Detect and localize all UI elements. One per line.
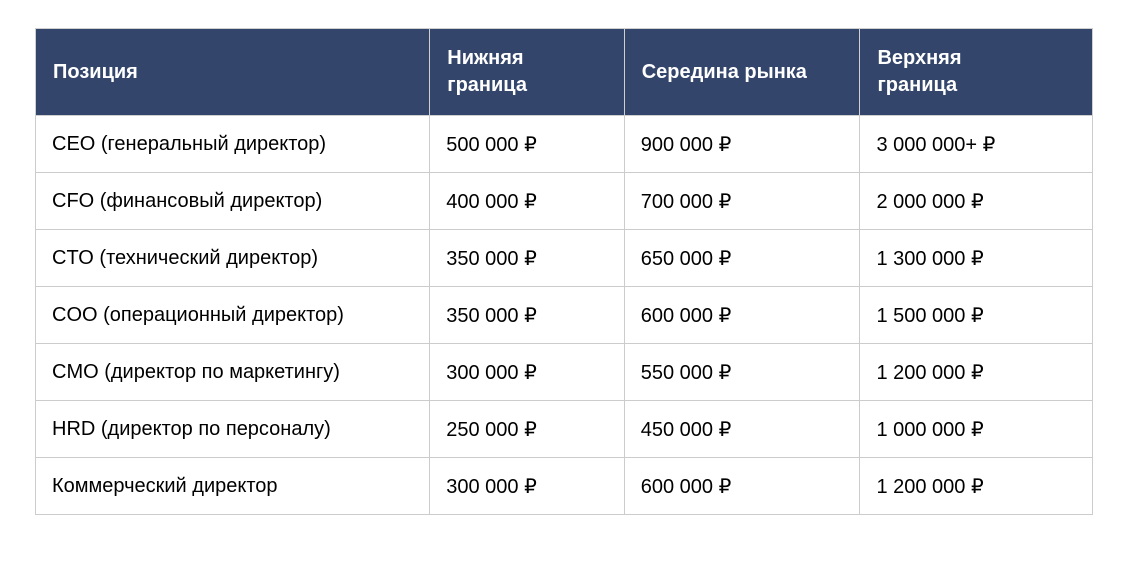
table-row: CEO (генеральный директор) 500 000 ₽ 900… xyxy=(34,115,1093,173)
table-row: HRD (директор по персоналу) 250 000 ₽ 45… xyxy=(34,400,1093,458)
mid-market-cell: 600 000 ₽ xyxy=(623,286,861,344)
column-header-upper-bound: Верхняя граница xyxy=(859,28,1093,116)
position-cell: CFO (финансовый директор) xyxy=(34,172,431,230)
lower-bound-cell: 400 000 ₽ xyxy=(429,172,625,230)
upper-bound-cell: 1 300 000 ₽ xyxy=(859,229,1093,287)
mid-market-cell: 450 000 ₽ xyxy=(623,400,861,458)
lower-bound-cell: 250 000 ₽ xyxy=(429,400,625,458)
upper-bound-cell: 1 200 000 ₽ xyxy=(859,457,1093,515)
position-cell: COO (операционный директор) xyxy=(34,286,431,344)
column-header-mid-market: Середина рынка xyxy=(623,28,861,116)
column-header-lower-bound: Нижняя граница xyxy=(429,28,625,116)
table-row: Коммерческий директор 300 000 ₽ 600 000 … xyxy=(34,457,1093,515)
lower-bound-cell: 300 000 ₽ xyxy=(429,343,625,401)
table-row: CFO (финансовый директор) 400 000 ₽ 700 … xyxy=(34,172,1093,230)
mid-market-cell: 900 000 ₽ xyxy=(623,115,861,173)
mid-market-cell: 550 000 ₽ xyxy=(623,343,861,401)
position-cell: HRD (директор по персоналу) xyxy=(34,400,431,458)
upper-bound-cell: 3 000 000+ ₽ xyxy=(859,115,1093,173)
position-cell: CMO (директор по маркетингу) xyxy=(34,343,431,401)
lower-bound-cell: 350 000 ₽ xyxy=(429,229,625,287)
upper-bound-cell: 1 000 000 ₽ xyxy=(859,400,1093,458)
position-cell: CTO (технический директор) xyxy=(34,229,431,287)
lower-bound-cell: 500 000 ₽ xyxy=(429,115,625,173)
column-header-position: Позиция xyxy=(34,28,431,116)
upper-bound-cell: 1 500 000 ₽ xyxy=(859,286,1093,344)
table-row: CMO (директор по маркетингу) 300 000 ₽ 5… xyxy=(34,343,1093,401)
executive-salary-table: Позиция Нижняя граница Середина рынка Ве… xyxy=(34,28,1093,515)
mid-market-cell: 650 000 ₽ xyxy=(623,229,861,287)
upper-bound-cell: 2 000 000 ₽ xyxy=(859,172,1093,230)
table-body: CEO (генеральный директор) 500 000 ₽ 900… xyxy=(34,115,1093,515)
header-row: Позиция Нижняя граница Середина рынка Ве… xyxy=(34,28,1093,116)
position-cell: CEO (генеральный директор) xyxy=(34,115,431,173)
table-row: CTO (технический директор) 350 000 ₽ 650… xyxy=(34,229,1093,287)
lower-bound-cell: 350 000 ₽ xyxy=(429,286,625,344)
position-cell: Коммерческий директор xyxy=(34,457,431,515)
lower-bound-cell: 300 000 ₽ xyxy=(429,457,625,515)
salary-table-container: Позиция Нижняя граница Середина рынка Ве… xyxy=(34,28,1093,515)
table-row: COO (операционный директор) 350 000 ₽ 60… xyxy=(34,286,1093,344)
table-header: Позиция Нижняя граница Середина рынка Ве… xyxy=(34,28,1093,116)
upper-bound-cell: 1 200 000 ₽ xyxy=(859,343,1093,401)
mid-market-cell: 700 000 ₽ xyxy=(623,172,861,230)
mid-market-cell: 600 000 ₽ xyxy=(623,457,861,515)
